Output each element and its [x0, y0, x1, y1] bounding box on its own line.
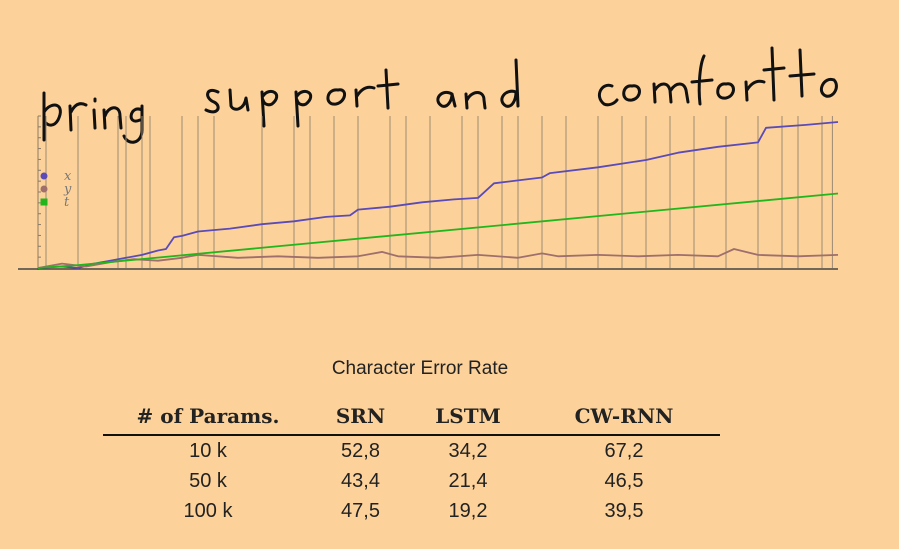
header-srn: SRN: [313, 400, 408, 436]
legend-marker-x: [40, 172, 48, 180]
table-caption: Character Error Rate: [331, 358, 509, 379]
header-cw-rnn: CW-RNN: [528, 400, 720, 436]
series-line-t: [37, 192, 839, 269]
cell-lstm: 19,2: [448, 500, 488, 522]
legend-label-t: t: [64, 195, 70, 210]
legend-marker-t: [40, 198, 48, 206]
table-row: 50 k 43,4 21,4 46,5: [103, 466, 720, 496]
cell-params: 10 k: [189, 440, 227, 462]
series-line-y: [37, 248, 839, 269]
chart-plot-area: xyt: [18, 115, 839, 270]
cell-lstm: 34,2: [448, 440, 488, 462]
cell-params: 100 k: [183, 500, 233, 522]
cell-srn: 52,8: [341, 440, 380, 462]
cell-cw-rnn: 39,5: [604, 500, 644, 522]
header-lstm: LSTM: [408, 400, 528, 436]
cell-params: 50 k: [189, 470, 227, 492]
cell-srn: 47,5: [341, 500, 380, 522]
legend-marker-y: [40, 185, 48, 193]
legend-label-y: y: [63, 182, 72, 197]
table-row: 100 k 47,5 19,2 39,5: [103, 496, 720, 526]
handwritten-annotation: [42, 46, 838, 144]
cell-lstm: 21,4: [448, 470, 488, 492]
line-chart: xyt: [18, 46, 839, 270]
cell-cw-rnn: 46,5: [604, 470, 644, 492]
header-params: # of Params.: [103, 400, 313, 436]
table-row: 10 k 52,8 34,2 67,2: [103, 435, 720, 466]
table-header-row: # of Params. SRN LSTM CW-RNN: [103, 400, 720, 436]
results-table: # of Params. SRN LSTM CW-RNN 10 k 52,8 3…: [103, 400, 720, 526]
legend-label-x: x: [64, 169, 72, 184]
cell-srn: 43,4: [341, 470, 380, 492]
series-line-x: [37, 121, 839, 269]
cell-cw-rnn: 67,2: [604, 440, 644, 462]
